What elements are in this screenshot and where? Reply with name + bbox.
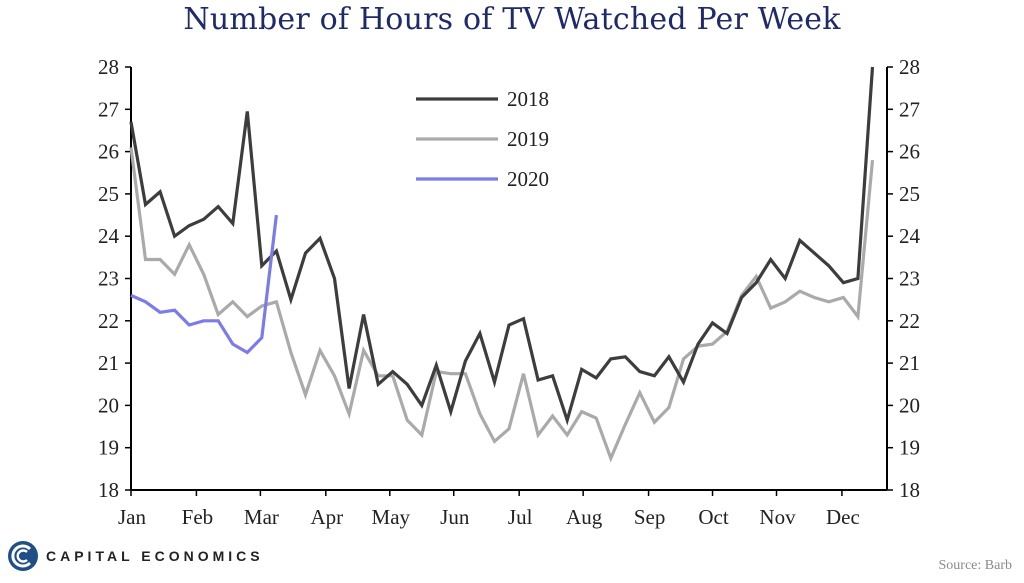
y-tick-label-left: 18	[98, 478, 119, 502]
capital-economics-logo: CAPITAL ECONOMICS	[6, 536, 264, 576]
y-tick-label-right: 27	[899, 97, 920, 121]
y-tick-label-right: 26	[899, 140, 920, 164]
y-tick-label-left: 25	[98, 182, 119, 206]
y-tick-label-right: 28	[899, 55, 920, 79]
x-tick-label: Apr	[310, 505, 343, 529]
x-tick-label: Oct	[698, 505, 728, 529]
x-tick-label: Jan	[118, 505, 146, 529]
y-tick-label-right: 20	[899, 393, 920, 417]
y-tick-label-left: 27	[98, 97, 119, 121]
chart-title: Number of Hours of TV Watched Per Week	[183, 2, 841, 37]
x-tick-label: Mar	[244, 505, 279, 529]
y-tick-label-left: 22	[98, 309, 119, 333]
legend-label-2019: 2019	[507, 127, 549, 151]
y-tick-label-left: 20	[98, 393, 119, 417]
legend-label-2020: 2020	[507, 167, 549, 191]
y-tick-label-right: 25	[899, 182, 920, 206]
x-tick-label: Nov	[759, 505, 796, 529]
y-tick-label-right: 22	[899, 309, 920, 333]
y-tick-label-right: 24	[899, 224, 921, 248]
y-tick-label-right: 19	[899, 436, 920, 460]
series-line-2018	[129, 66, 875, 426]
y-tick-label-left: 23	[98, 267, 119, 291]
y-tick-label-left: 28	[98, 55, 119, 79]
x-tick-label: Aug	[566, 505, 603, 529]
y-tick-label-right: 18	[899, 478, 920, 502]
y-tick-label-left: 26	[98, 140, 119, 164]
x-tick-label: Sep	[634, 505, 666, 529]
y-tick-label-left: 19	[98, 436, 119, 460]
x-tick-label: Jul	[508, 505, 533, 529]
legend-label-2018: 2018	[507, 87, 549, 111]
y-tick-label-right: 23	[899, 267, 920, 291]
brand-name: CAPITAL ECONOMICS	[46, 548, 264, 564]
x-tick-label: Jun	[440, 505, 470, 529]
source-note: Source: Barb	[938, 558, 1012, 573]
y-tick-label-left: 24	[98, 224, 120, 248]
logo-icon	[8, 541, 38, 571]
series-line-2020	[130, 214, 278, 355]
y-tick-label-left: 21	[98, 351, 119, 375]
series-line-2019	[129, 147, 875, 463]
x-tick-label: Feb	[182, 505, 214, 529]
series-group	[129, 66, 875, 463]
x-tick-label: Dec	[826, 505, 860, 529]
legend: 2018 2019 2020	[416, 87, 549, 191]
y-tick-label-right: 21	[899, 351, 920, 375]
x-tick-label: May	[372, 505, 411, 529]
